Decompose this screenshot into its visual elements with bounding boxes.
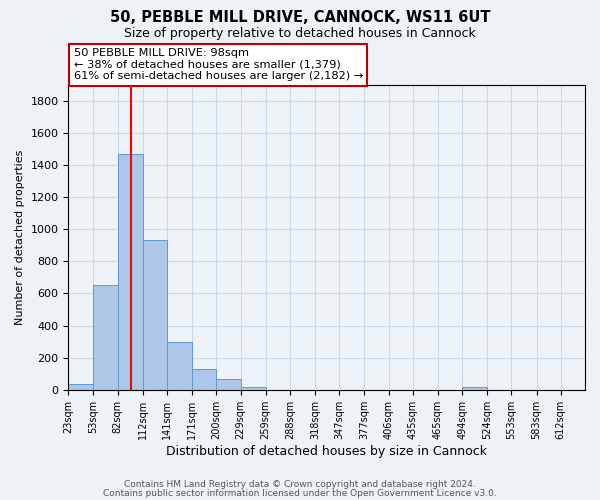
Bar [192,369,217,390]
Text: Contains public sector information licensed under the Open Government Licence v3: Contains public sector information licen… [103,489,497,498]
X-axis label: Distribution of detached houses by size in Cannock: Distribution of detached houses by size … [166,444,487,458]
Bar [167,342,192,390]
Bar [462,388,487,390]
Bar [217,380,241,390]
Text: 50 PEBBLE MILL DRIVE: 98sqm
← 38% of detached houses are smaller (1,379)
61% of : 50 PEBBLE MILL DRIVE: 98sqm ← 38% of det… [74,48,363,82]
Bar [94,286,118,390]
Y-axis label: Number of detached properties: Number of detached properties [15,150,25,325]
Bar [143,240,167,390]
Text: 50, PEBBLE MILL DRIVE, CANNOCK, WS11 6UT: 50, PEBBLE MILL DRIVE, CANNOCK, WS11 6UT [110,10,490,25]
Text: Contains HM Land Registry data © Crown copyright and database right 2024.: Contains HM Land Registry data © Crown c… [124,480,476,489]
Bar [118,154,143,390]
Bar [68,384,94,390]
Text: Size of property relative to detached houses in Cannock: Size of property relative to detached ho… [124,28,476,40]
Bar [241,386,266,390]
